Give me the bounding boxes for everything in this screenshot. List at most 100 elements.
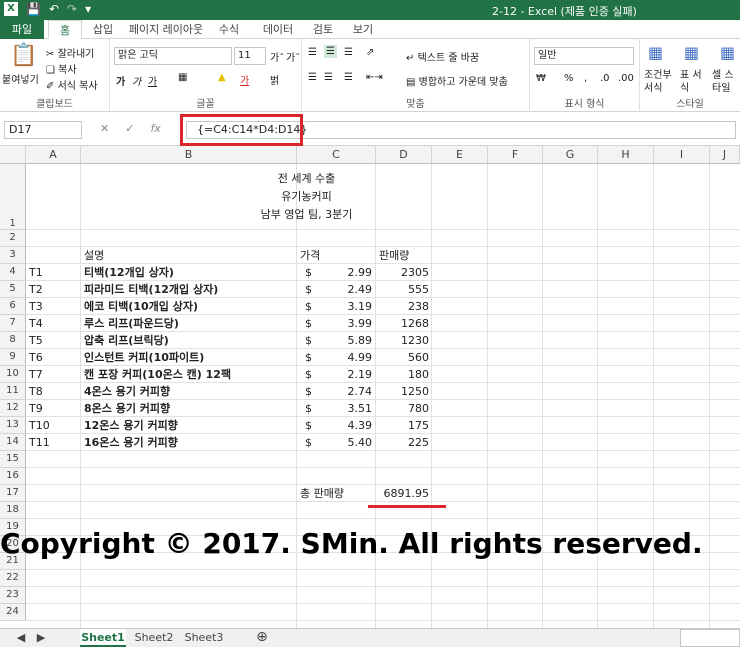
item-description-cell[interactable]: 인스턴트 커피(10파이트)	[84, 351, 205, 364]
orientation-icon[interactable]: ⇗	[366, 47, 375, 58]
font-size-select[interactable]: 11	[234, 47, 266, 65]
item-currency-cell[interactable]: $	[305, 283, 312, 296]
item-id-cell[interactable]: T6	[29, 351, 43, 364]
item-currency-cell[interactable]: $	[305, 385, 312, 398]
merge-center-button[interactable]: ▤ 병합하고 가운데 맞춤	[406, 77, 508, 88]
item-id-cell[interactable]: T3	[29, 300, 43, 313]
row-header[interactable]: 13	[0, 417, 26, 434]
font-color-icon[interactable]: 가	[240, 76, 250, 87]
item-price-cell[interactable]: 2.19	[347, 368, 373, 381]
font-name-select[interactable]: 맑은 고딕	[114, 47, 232, 65]
item-description-cell[interactable]: 피라미드 티백(12개입 상자)	[84, 283, 219, 296]
row-header[interactable]: 23	[0, 587, 26, 604]
row-header[interactable]: 3	[0, 247, 26, 264]
col-header-f[interactable]: F	[488, 146, 543, 164]
row-header[interactable]: 11	[0, 383, 26, 400]
title-cell-line1[interactable]: 전 세계 수출	[277, 172, 336, 185]
underline-button[interactable]: 가	[148, 77, 158, 88]
item-quantity-cell[interactable]: 238	[408, 300, 429, 313]
row-header[interactable]: 2	[0, 230, 26, 247]
item-price-cell[interactable]: 4.99	[347, 351, 373, 364]
item-currency-cell[interactable]: $	[305, 436, 312, 449]
row-header[interactable]: 6	[0, 298, 26, 315]
col-header-i[interactable]: I	[654, 146, 710, 164]
align-top-icon[interactable]: ☰	[308, 47, 317, 58]
wrap-text-button[interactable]: ↵ 텍스트 줄 바꿈	[406, 53, 480, 64]
row-header[interactable]: 1	[0, 164, 26, 230]
item-currency-cell[interactable]: $	[305, 402, 312, 415]
tab-page-layout[interactable]: 페이지 레이아웃	[128, 23, 204, 36]
item-quantity-cell[interactable]: 2305	[401, 266, 429, 279]
item-currency-cell[interactable]: $	[305, 317, 312, 330]
col-header-j[interactable]: J	[710, 146, 740, 164]
italic-button[interactable]: 가	[132, 77, 142, 88]
row-header[interactable]: 9	[0, 349, 26, 366]
item-quantity-cell[interactable]: 560	[408, 351, 429, 364]
border-icon[interactable]: ▦	[178, 72, 188, 83]
grow-font-icon[interactable]: 가ˆ	[270, 53, 285, 64]
number-format-select[interactable]: 일반	[534, 47, 634, 65]
phonetic-icon[interactable]: 벍	[270, 76, 280, 87]
row-header[interactable]: 12	[0, 400, 26, 417]
row-header[interactable]: 15	[0, 451, 26, 468]
total-value[interactable]: 6891.95	[383, 487, 430, 500]
select-all-corner[interactable]	[0, 146, 26, 164]
row-header[interactable]: 21	[0, 553, 26, 570]
col-header-h[interactable]: H	[598, 146, 654, 164]
accounting-icon[interactable]: ₩	[536, 73, 546, 84]
align-left-icon[interactable]: ☰	[308, 72, 317, 83]
item-description-cell[interactable]: 16온스 용기 커피향	[84, 436, 178, 449]
item-quantity-cell[interactable]: 1268	[401, 317, 429, 330]
item-description-cell[interactable]: 4온스 용기 커피향	[84, 385, 171, 398]
title-cell-line2[interactable]: 유기농커피	[281, 190, 332, 203]
item-quantity-cell[interactable]: 1250	[401, 385, 429, 398]
row-header[interactable]: 5	[0, 281, 26, 298]
item-quantity-cell[interactable]: 175	[408, 419, 429, 432]
col-header-d[interactable]: D	[376, 146, 432, 164]
col-header-b[interactable]: B	[81, 146, 297, 164]
col-header-e[interactable]: E	[432, 146, 488, 164]
item-id-cell[interactable]: T7	[29, 368, 43, 381]
undo-icon[interactable]: ↶	[48, 2, 60, 16]
align-right-icon[interactable]: ☰	[344, 72, 353, 83]
format-painter-button[interactable]: ✐ 서식 복사	[46, 81, 98, 92]
title-cell-line3[interactable]: 남부 영업 팀, 3분기	[260, 208, 353, 221]
item-id-cell[interactable]: T8	[29, 385, 43, 398]
tab-data[interactable]: 데이터	[262, 23, 294, 36]
item-currency-cell[interactable]: $	[305, 334, 312, 347]
save-icon[interactable]: 💾	[26, 2, 41, 16]
row-header[interactable]: 14	[0, 434, 26, 451]
sheet-tab-1[interactable]: Sheet1	[80, 629, 126, 647]
row-header[interactable]: 22	[0, 570, 26, 587]
row-header[interactable]: 17	[0, 485, 26, 502]
item-price-cell[interactable]: 5.40	[347, 436, 373, 449]
conditional-format-button[interactable]: 조건부 서식	[644, 70, 672, 94]
enter-icon[interactable]: ✓	[125, 122, 135, 135]
item-description-cell[interactable]: 12온스 용기 커피향	[84, 419, 178, 432]
row-header[interactable]: 16	[0, 468, 26, 485]
row-header[interactable]: 20	[0, 536, 26, 553]
item-quantity-cell[interactable]: 180	[408, 368, 429, 381]
tab-review[interactable]: 검토	[312, 23, 334, 36]
item-description-cell[interactable]: 에코 티백(10개입 상자)	[84, 300, 198, 313]
item-price-cell[interactable]: 3.51	[347, 402, 373, 415]
item-currency-cell[interactable]: $	[305, 300, 312, 313]
row-header[interactable]: 8	[0, 332, 26, 349]
col-header-c[interactable]: C	[297, 146, 376, 164]
indent-icon[interactable]: ⇤⇥	[366, 72, 383, 83]
row-header[interactable]: 19	[0, 519, 26, 536]
align-center-icon[interactable]: ☰	[324, 72, 333, 83]
item-currency-cell[interactable]: $	[305, 351, 312, 364]
col-header-g[interactable]: G	[543, 146, 598, 164]
spreadsheet-grid[interactable]: A B C D E F G H I J 1 2 3 4 5 6 7 8 9 10 11 12 13 14 1…	[0, 146, 740, 628]
align-middle-icon[interactable]: ☰	[324, 45, 337, 58]
item-quantity-cell[interactable]: 780	[408, 402, 429, 415]
item-price-cell[interactable]: 2.99	[347, 266, 373, 279]
paste-icon[interactable]: 📋	[10, 43, 38, 68]
item-id-cell[interactable]: T4	[29, 317, 43, 330]
tab-view[interactable]: 보기	[352, 23, 374, 36]
name-box[interactable]: D17	[4, 121, 82, 139]
shrink-font-icon[interactable]: 가ˇ	[286, 53, 301, 64]
item-price-cell[interactable]: 2.74	[347, 385, 373, 398]
tab-home[interactable]: 홈	[48, 20, 82, 40]
